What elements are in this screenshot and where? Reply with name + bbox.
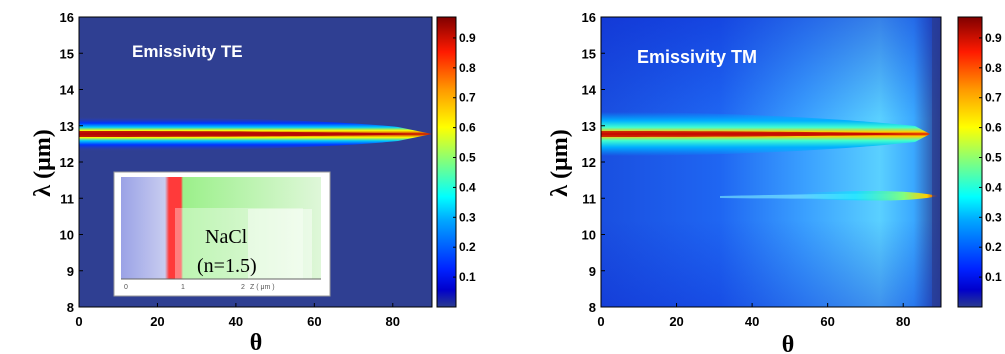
tm-ytick-label: 9 bbox=[589, 264, 596, 279]
te-xtick-label: 20 bbox=[150, 314, 164, 329]
te-cbar-tick-label: 0.2 bbox=[459, 240, 476, 254]
tm-ytick-label: 12 bbox=[582, 155, 596, 170]
te-xtick-label: 40 bbox=[229, 314, 243, 329]
tm-cbar-tick-label: 0.1 bbox=[985, 270, 1002, 284]
tm-xtick-label: 40 bbox=[745, 314, 759, 329]
te-cbar-tick-label: 0.8 bbox=[459, 61, 476, 75]
te-ytick-label: 9 bbox=[67, 264, 74, 279]
te-cbar-tick-label: 0.9 bbox=[459, 31, 476, 45]
panel-te: Emissivity TE NaCl (n=1.5) 0 1 2 Z ( μm … bbox=[60, 10, 476, 329]
inset-layer-plot bbox=[121, 177, 321, 279]
inset-axis-label: Z ( μm ) bbox=[250, 284, 275, 291]
tm-cbar-tick-label: 0.3 bbox=[985, 210, 1002, 224]
tm-ytick-label: 16 bbox=[582, 10, 596, 25]
te-ytick-label: 16 bbox=[60, 10, 74, 25]
te-ytick-label: 12 bbox=[60, 155, 74, 170]
tm-xlabel: θ bbox=[782, 332, 795, 354]
tm-ytick-label: 15 bbox=[582, 46, 596, 61]
tm-cbar-tick-label: 0.2 bbox=[985, 240, 1002, 254]
inset-tick-0: 0 bbox=[124, 284, 128, 291]
te-ytick-label: 11 bbox=[60, 191, 74, 206]
tm-cbar-tick-label: 0.5 bbox=[985, 151, 1002, 165]
te-ytick-label: 13 bbox=[60, 119, 74, 134]
te-inset: NaCl (n=1.5) 0 1 2 Z ( μm ) bbox=[113, 171, 331, 297]
tm-xtick-label: 80 bbox=[896, 314, 910, 329]
tm-cbar-tick-label: 0.4 bbox=[985, 180, 1002, 194]
te-ytick-label: 10 bbox=[60, 228, 74, 243]
te-ylabel: λ (μm) bbox=[30, 129, 56, 196]
inset-index-label: (n=1.5) bbox=[197, 255, 257, 277]
tm-colorbar-ticks: 0.9 0.8 0.7 0.6 0.5 0.4 0.3 0.2 0.1 bbox=[979, 31, 1002, 284]
tm-xtick-label: 20 bbox=[669, 314, 683, 329]
tm-ytick-label: 14 bbox=[582, 83, 597, 98]
inset-material-label: NaCl bbox=[205, 226, 248, 248]
te-xtick-label: 80 bbox=[386, 314, 400, 329]
te-title: Emissivity TE bbox=[132, 42, 243, 61]
tm-ytick-label: 11 bbox=[582, 191, 596, 206]
te-emission-core bbox=[79, 131, 430, 137]
te-xtick-label: 60 bbox=[307, 314, 321, 329]
tm-xtick-label: 60 bbox=[820, 314, 834, 329]
tm-emission-core-upper bbox=[601, 131, 925, 137]
tm-ytick-label: 13 bbox=[582, 119, 596, 134]
tm-ytick-label: 8 bbox=[589, 300, 596, 315]
te-cbar-tick-label: 0.5 bbox=[459, 151, 476, 165]
te-colorbar-ticks: 0.9 0.8 0.7 0.6 0.5 0.4 0.3 0.2 0.1 bbox=[453, 31, 476, 284]
inset-tick-2: 2 bbox=[241, 284, 245, 291]
tm-colorbar bbox=[957, 16, 983, 308]
te-ytick-label: 15 bbox=[60, 46, 74, 61]
te-colorbar bbox=[436, 16, 457, 308]
tm-cbar-tick-label: 0.8 bbox=[985, 61, 1002, 75]
tm-axes: 0 20 40 60 80 8 9 10 11 12 13 14 15 16 bbox=[582, 10, 911, 329]
te-cbar-tick-label: 0.7 bbox=[459, 91, 476, 105]
inset-tick-1: 1 bbox=[181, 284, 185, 291]
te-ytick-label: 8 bbox=[67, 300, 74, 315]
te-cbar-tick-label: 0.4 bbox=[459, 180, 476, 194]
tm-cbar-tick-label: 0.7 bbox=[985, 91, 1002, 105]
tm-emission-core-lower bbox=[800, 191, 938, 201]
tm-ylabel: λ (μm) bbox=[547, 129, 573, 196]
tm-cbar-tick-label: 0.9 bbox=[985, 31, 1002, 45]
te-xtick-label: 0 bbox=[75, 314, 82, 329]
tm-xtick-label: 0 bbox=[597, 314, 604, 329]
te-cbar-tick-label: 0.3 bbox=[459, 210, 476, 224]
tm-cbar-tick-label: 0.6 bbox=[985, 121, 1002, 135]
tm-ytick-label: 10 bbox=[582, 228, 596, 243]
panel-tm: Emissivity TM 0 20 40 60 808910111213141516 … bbox=[582, 10, 1002, 329]
te-cbar-tick-label: 0.1 bbox=[459, 270, 476, 284]
te-xlabel: θ bbox=[250, 330, 263, 354]
tm-title: Emissivity TM bbox=[637, 47, 757, 67]
te-cbar-tick-label: 0.6 bbox=[459, 121, 476, 135]
te-ytick-label: 14 bbox=[60, 83, 75, 98]
